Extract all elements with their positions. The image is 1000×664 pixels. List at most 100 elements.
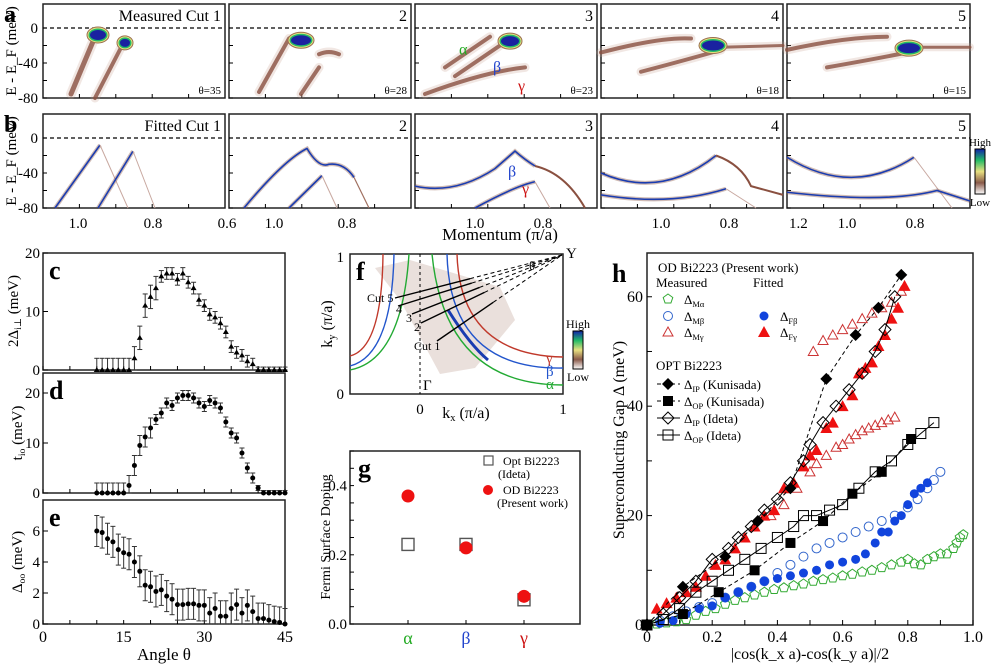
h-series--f--point — [804, 449, 816, 461]
c-ytick-label: 20 — [25, 246, 40, 262]
panel-label-d: d — [49, 376, 64, 405]
panel-label-h: h — [612, 259, 627, 288]
f-band-label-alpha: α — [546, 377, 554, 393]
h-series--op-kunisada--point — [713, 587, 724, 598]
b-subpanel-2 — [228, 113, 412, 209]
h-series--ip-kunisada--point — [719, 550, 732, 563]
e-data-point — [115, 547, 121, 553]
d-data-point — [148, 425, 154, 431]
h-series--f--point — [846, 389, 859, 401]
b-band-gamma-3 — [474, 180, 536, 209]
g-ytick-label: 0.2 — [328, 548, 347, 564]
h-series--f--point — [909, 489, 919, 499]
e-data-point — [169, 596, 175, 602]
h-series--f--point — [797, 460, 810, 472]
h-series--op-ideta--point — [886, 455, 897, 467]
g-plot-area — [349, 450, 581, 625]
d-data-point — [234, 435, 240, 441]
d-data-point — [239, 450, 245, 456]
h-series--f--point — [860, 549, 870, 559]
panel-label-b: b — [4, 112, 17, 138]
h-ytick-label: 40 — [627, 398, 643, 415]
g-legend-circle-icon — [483, 485, 493, 495]
b-band-upper-4 — [600, 154, 717, 184]
d-data-point — [137, 443, 143, 448]
d-data-point — [185, 393, 191, 398]
a-band-tail-4 — [719, 44, 785, 49]
e-data-point — [180, 602, 186, 608]
h-series--op-ideta--point — [928, 417, 940, 429]
h-series--f--point — [883, 527, 893, 537]
d-data-point — [99, 490, 105, 496]
e-data-point — [126, 551, 132, 557]
h-series--op-ideta--point — [723, 564, 734, 576]
h-series--op-ideta--point — [837, 499, 849, 511]
d-data-point — [212, 400, 218, 406]
h-xtick-label: 0.2 — [702, 629, 722, 646]
h-xlabel: |cos(k_x a)-cos(k_y a)|/2 — [731, 646, 889, 663]
h-series--m--point — [957, 529, 969, 540]
g-category-label-2: γ — [519, 628, 528, 648]
h-series--f--point — [670, 591, 683, 603]
b-band-beta-2 — [243, 147, 355, 209]
h-series--f--point — [851, 554, 861, 564]
b-band-upper-5-fade — [913, 156, 953, 209]
f-band-beta-right — [446, 253, 564, 369]
h-ytick-label: 0 — [635, 617, 643, 634]
h-series--m--point — [856, 424, 869, 436]
h-series--m--point — [778, 498, 790, 510]
a-band-gamma-2 — [317, 50, 341, 57]
c-data-point — [249, 361, 256, 367]
a-band-upper-5 — [785, 34, 889, 52]
a-band-alpha-1 — [68, 34, 98, 97]
a-band-alpha-2 — [257, 36, 291, 94]
d-data-point — [282, 490, 288, 496]
e-xtick-label: 30 — [196, 629, 212, 646]
c-data-point — [228, 343, 235, 349]
c-data-point — [244, 358, 251, 364]
a-ytick-label: -40 — [18, 56, 38, 72]
f-band-label-beta: β — [546, 364, 554, 380]
d-plot-area — [42, 372, 286, 494]
e-data-point — [271, 619, 277, 625]
e-data-point — [260, 616, 266, 622]
h-series--ip-ideta--point — [731, 530, 745, 545]
e-data-point — [105, 536, 111, 542]
d-data-point — [121, 490, 127, 496]
h-series--ip-ideta--point — [829, 399, 843, 413]
f-intensity-map — [375, 260, 515, 374]
h-xtick-label: 0 — [643, 629, 651, 646]
b-xtick-label: 1.0 — [265, 216, 284, 232]
d-data-point — [131, 463, 137, 468]
b-band-upper-5 — [786, 156, 915, 179]
b-band-gamma-2-fade — [321, 175, 338, 209]
h-ytick-label: 60 — [627, 289, 643, 306]
h-series--op-ideta--point — [811, 510, 823, 522]
g-legend-opt-label: Opt Bi2223 — [503, 454, 559, 468]
f-gamma-label: Γ — [423, 378, 432, 394]
h-legend-label-3: ΔFβ — [780, 309, 797, 326]
h-series--f--point — [689, 580, 702, 592]
h-series--m--point — [876, 516, 887, 527]
d-ytick-label: 20 — [25, 386, 40, 402]
e-data-point — [121, 550, 127, 556]
h-series--m--point — [888, 411, 901, 422]
a-band-beta-2 — [299, 65, 321, 96]
h-series--ip-ideta--point — [796, 454, 811, 468]
d-data-point — [260, 490, 266, 496]
e-ylabel: Δoo (meV) — [10, 531, 28, 593]
a-subpanel-label-5: 5 — [958, 8, 966, 25]
h-series--op-ideta--point — [690, 586, 702, 598]
c-data-point — [163, 270, 170, 276]
h-series--ip-ideta--point — [855, 366, 869, 381]
c-data-point — [201, 302, 208, 308]
f-band-alpha-right — [431, 253, 564, 386]
c-data-point — [126, 367, 133, 372]
e-data-point — [212, 606, 218, 611]
a-theta-label-5: θ=15 — [944, 85, 967, 97]
h-series--m-upper--point — [846, 318, 859, 329]
g-ylabel: Fermi Surface Doping — [319, 474, 334, 599]
c-data-point — [120, 367, 127, 372]
h-series--ip-ideta--point — [721, 541, 736, 556]
b-ytick-label: -80 — [18, 201, 38, 217]
